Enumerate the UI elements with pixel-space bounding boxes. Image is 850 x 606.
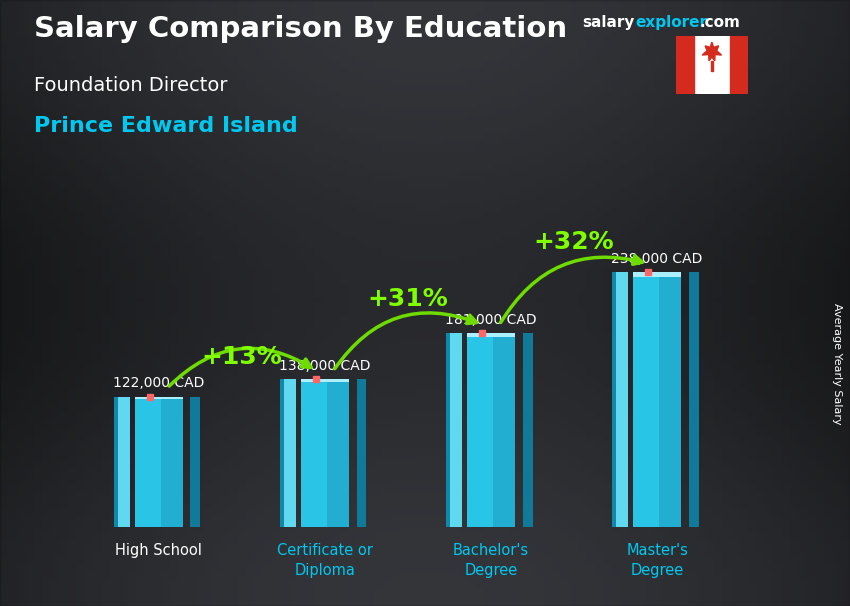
Text: Salary Comparison By Education: Salary Comparison By Education [34, 15, 567, 43]
Text: Certificate or
Diploma: Certificate or Diploma [277, 543, 373, 578]
Text: explorer: explorer [636, 15, 708, 30]
Bar [660, 273, 681, 527]
Text: +13%: +13% [201, 345, 282, 369]
Text: .com: .com [700, 15, 740, 30]
Text: Master's
Degree: Master's Degree [626, 543, 688, 578]
Text: High School: High School [116, 543, 202, 558]
Text: 122,000 CAD: 122,000 CAD [113, 376, 205, 390]
Bar [450, 333, 462, 527]
Bar [114, 396, 121, 527]
Bar [633, 273, 681, 527]
Text: +32%: +32% [534, 230, 615, 254]
Bar [468, 333, 515, 527]
Bar [301, 379, 348, 382]
Bar [468, 333, 515, 337]
Polygon shape [702, 42, 722, 61]
Text: Prince Edward Island: Prince Edward Island [34, 116, 298, 136]
Text: +31%: +31% [367, 287, 448, 310]
Text: 238,000 CAD: 238,000 CAD [611, 252, 703, 266]
Bar [327, 379, 348, 527]
Bar [280, 379, 286, 527]
Text: salary: salary [582, 15, 635, 30]
Bar [190, 396, 201, 527]
Bar [301, 379, 348, 527]
Text: Average Yearly Salary: Average Yearly Salary [832, 303, 842, 424]
Bar [356, 379, 366, 527]
Text: Foundation Director: Foundation Director [34, 76, 228, 95]
Bar [446, 333, 453, 527]
Bar [523, 333, 533, 527]
Bar [688, 273, 699, 527]
Bar [284, 379, 296, 527]
Bar [135, 396, 183, 399]
Bar [711, 61, 713, 71]
Bar [676, 36, 694, 94]
Bar [162, 396, 183, 527]
Text: 181,000 CAD: 181,000 CAD [445, 313, 537, 327]
Bar [616, 273, 628, 527]
Text: Bachelor's
Degree: Bachelor's Degree [453, 543, 529, 578]
Bar [612, 273, 619, 527]
Bar [633, 273, 681, 277]
Bar [118, 396, 130, 527]
Bar [730, 36, 748, 94]
Text: 138,000 CAD: 138,000 CAD [280, 359, 371, 373]
Bar [135, 396, 183, 527]
Bar [493, 333, 515, 527]
